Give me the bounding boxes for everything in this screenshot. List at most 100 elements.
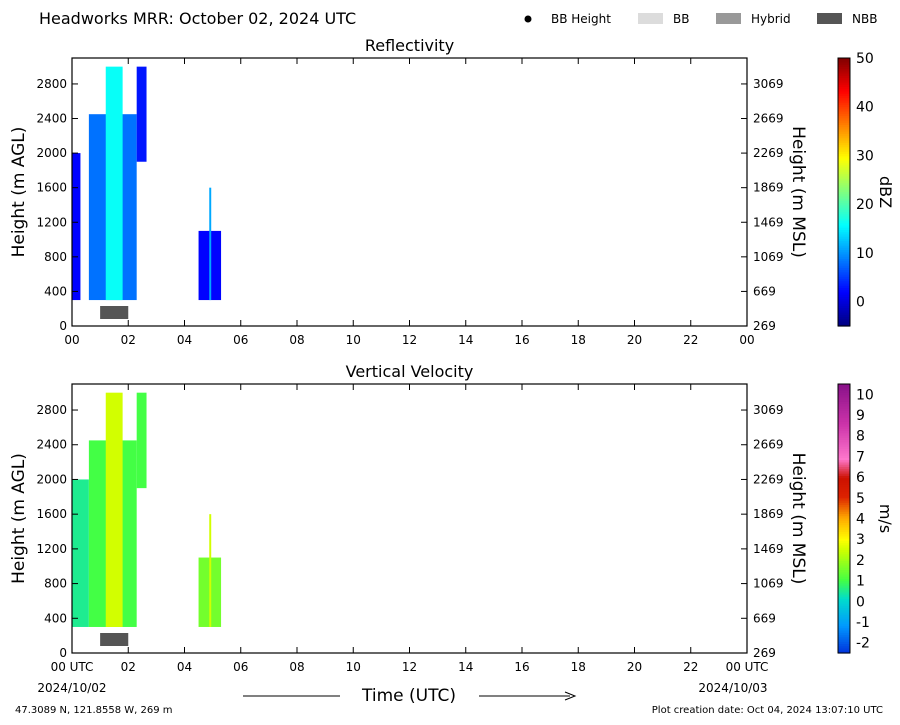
- ytick-label-left-1-2: 800: [44, 577, 67, 591]
- colorbar-segment-1-18: [838, 424, 850, 428]
- colorbar-segment-1-7: [838, 399, 850, 403]
- colorbar-segment-1-113: [838, 637, 850, 641]
- colorbar-segment-0-27: [838, 118, 850, 122]
- legend-label-bb: BB: [673, 12, 689, 26]
- colorbar-segment-1-55: [838, 507, 850, 511]
- colorbar-segment-1-107: [838, 623, 850, 627]
- colorbar-segment-1-85: [838, 574, 850, 578]
- colorbar-tick-1-10: 8: [856, 429, 865, 445]
- colorbar-segment-0-47: [838, 162, 850, 166]
- ytick-label-right-0-4: 1869: [753, 181, 784, 195]
- colorbar-segment-1-51: [838, 498, 850, 502]
- colorbar-tick-1-0: -2: [856, 636, 870, 652]
- colorbar-segment-0-48: [838, 165, 850, 169]
- colorbar-segment-0-33: [838, 131, 850, 135]
- echo-cell-1-0: [72, 479, 89, 627]
- colorbar-segment-0-16: [838, 93, 850, 97]
- colorbar-segment-0-71: [838, 216, 850, 220]
- colorbar-segment-1-20: [838, 428, 850, 432]
- xtick-label-1-7: 14: [458, 660, 473, 674]
- colorbar-segment-0-38: [838, 142, 850, 146]
- colorbar-label-1: m/s: [876, 504, 895, 533]
- ytick-label-right-0-6: 2669: [753, 112, 784, 126]
- colorbar-segment-0-81: [838, 238, 850, 242]
- colorbar-segment-0-96: [838, 272, 850, 276]
- colorbar-segment-0-37: [838, 140, 850, 144]
- colorbar-segment-0-90: [838, 259, 850, 262]
- colorbar-segment-1-2: [838, 388, 850, 392]
- colorbar-segment-1-40: [838, 473, 850, 477]
- xtick-label-0-1: 02: [121, 333, 136, 347]
- colorbar-segment-1-80: [838, 563, 850, 567]
- colorbar-tick-1-2: 0: [856, 594, 865, 610]
- colorbar-segment-0-109: [838, 301, 850, 305]
- colorbar-segment-1-59: [838, 516, 850, 520]
- colorbar-segment-1-52: [838, 500, 850, 504]
- ytick-label-right-1-5: 2269: [753, 472, 784, 486]
- colorbar-segment-0-32: [838, 129, 850, 133]
- colorbar-tick-1-5: 3: [856, 532, 865, 548]
- ytick-label-left-1-4: 1600: [36, 507, 67, 521]
- colorbar-segment-0-45: [838, 158, 850, 162]
- colorbar-segment-1-10: [838, 406, 850, 410]
- panel-title-0: Reflectivity: [365, 36, 454, 55]
- colorbar-segment-1-96: [838, 599, 850, 603]
- echo-cell-1-3: [136, 392, 147, 489]
- colorbar-segment-1-14: [838, 415, 850, 419]
- ytick-label-left-0-2: 800: [44, 250, 67, 264]
- figure-title: Headworks MRR: October 02, 2024 UTC: [39, 9, 357, 28]
- colorbar-frame-0: [837, 57, 851, 327]
- colorbar-segment-1-31: [838, 453, 850, 457]
- colorbar-segment-0-93: [838, 265, 850, 269]
- colorbar-segment-1-95: [838, 596, 850, 600]
- colorbar-segment-1-41: [838, 475, 850, 479]
- colorbar-segment-0-7: [838, 73, 850, 77]
- colorbar-segment-1-6: [838, 397, 850, 401]
- colorbar-tick-0-1: 10: [856, 246, 874, 262]
- colorbar-segment-1-37: [838, 466, 850, 470]
- colorbar-segment-1-101: [838, 610, 850, 614]
- colorbar-segment-0-4: [838, 66, 850, 70]
- colorbar-segment-0-87: [838, 252, 850, 256]
- colorbar-segment-0-59: [838, 189, 850, 193]
- colorbar-segment-0-102: [838, 285, 850, 289]
- colorbar-segment-1-28: [838, 446, 850, 450]
- colorbar-segment-1-9: [838, 404, 850, 408]
- colorbar-segment-0-85: [838, 247, 850, 251]
- colorbar-segment-0-100: [838, 281, 850, 285]
- colorbar-segment-0-22: [838, 107, 850, 110]
- colorbar-tick-0-4: 40: [856, 100, 874, 116]
- colorbar-segment-1-58: [838, 514, 850, 517]
- colorbar-segment-1-110: [838, 630, 850, 634]
- colorbar-segment-0-70: [838, 214, 850, 218]
- echo-cell-0-5: [209, 187, 212, 301]
- colorbar-segment-1-19: [838, 426, 850, 430]
- ytick-label-left-1-3: 1200: [36, 542, 67, 556]
- ytick-label-right-0-7: 3069: [753, 77, 784, 91]
- colorbar-segment-1-45: [838, 484, 850, 488]
- colorbar-segment-0-14: [838, 89, 850, 93]
- colorbar-segment-0-92: [838, 263, 850, 267]
- colorbar-segment-0-11: [838, 82, 850, 86]
- colorbar-segment-1-11: [838, 408, 850, 412]
- colorbar-segment-0-19: [838, 100, 850, 104]
- ytick-label-right-1-1: 669: [753, 611, 776, 625]
- colorbar-segment-1-117: [838, 646, 850, 650]
- colorbar-segment-0-18: [838, 98, 850, 102]
- echo-cell-0-0: [72, 153, 81, 301]
- colorbar-segment-0-30: [838, 125, 850, 128]
- xtick-label-1-12: 00 UTC: [726, 660, 769, 674]
- arrow-head-icon: [564, 691, 577, 701]
- colorbar-segment-0-49: [838, 167, 850, 171]
- colorbar-segment-0-23: [838, 109, 850, 113]
- colorbar-segment-1-48: [838, 491, 850, 495]
- xtick-label-0-10: 20: [627, 333, 642, 347]
- echo-cell-1-2: [105, 392, 123, 627]
- colorbar-segment-1-102: [838, 612, 850, 616]
- colorbar-segment-1-93: [838, 592, 850, 596]
- colorbar-segment-0-107: [838, 296, 850, 300]
- ytick-label-right-0-2: 1069: [753, 250, 784, 264]
- colorbar-tick-1-3: 1: [856, 574, 865, 590]
- xtick-label-1-10: 20: [627, 660, 642, 674]
